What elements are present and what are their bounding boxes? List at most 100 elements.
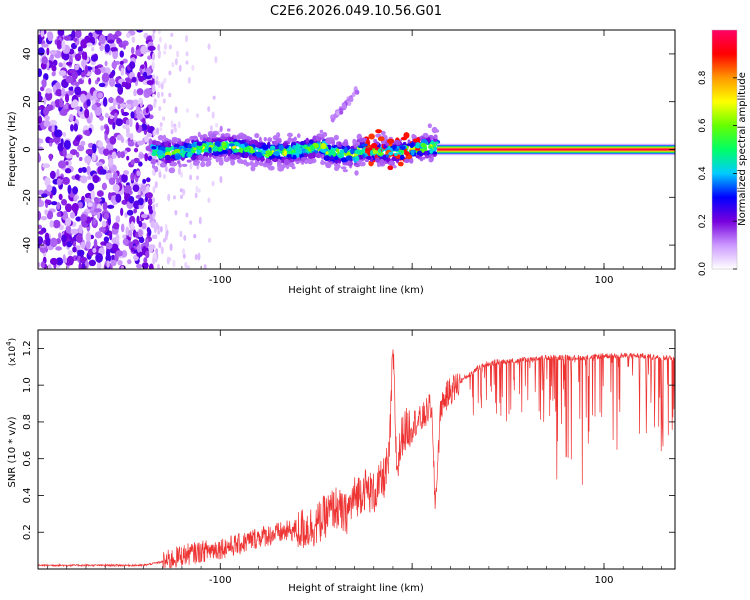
snr-y-tick-label: 1.0 (22, 377, 33, 393)
heatmap-cell (61, 210, 69, 221)
heatmap-cell (212, 150, 220, 157)
heatmap-cell (434, 129, 440, 133)
heatmap-cell (178, 146, 183, 150)
heatmap-cell (107, 39, 115, 44)
snr-background (38, 330, 675, 569)
heatmap-cell (339, 149, 344, 155)
heatmap-cell (256, 157, 261, 162)
heatmap-cell (38, 142, 41, 147)
heatmap-cell (375, 129, 382, 134)
heatmap-cell (215, 122, 219, 128)
heatmap-cell (117, 104, 121, 110)
heatmap-cell (38, 94, 43, 102)
heatmap-cell (186, 159, 192, 163)
heatmap-cell (67, 184, 72, 195)
snr-y-tick-label: 0.8 (22, 414, 33, 430)
heatmap-cell (217, 146, 223, 150)
heatmap-cell (129, 215, 136, 225)
heatmap-cell (108, 192, 112, 201)
heatmap-cell (254, 132, 260, 139)
heatmap-cell (88, 259, 97, 267)
heatmap-cell (51, 71, 56, 77)
heatmap-cell (172, 195, 176, 200)
heatmap-cell (152, 85, 156, 92)
heatmap-cell (129, 132, 134, 141)
snr-plot-area (38, 349, 675, 569)
heatmap-cell (137, 140, 145, 146)
heatmap-cell (412, 138, 420, 143)
heatmap-cell (152, 93, 156, 98)
heatmap-cell (179, 230, 183, 238)
heatmap-cell (87, 175, 92, 180)
heatmap-cell (119, 50, 125, 58)
heatmap-cell (50, 201, 58, 206)
heatmap-cell (219, 125, 223, 133)
heatmap-cell (61, 198, 68, 206)
heatmap-cell (38, 210, 42, 221)
heatmap-cell (269, 145, 276, 151)
heatmap-cell (160, 83, 164, 90)
heatmap-cell (249, 149, 256, 154)
heatmap-cell (52, 219, 61, 229)
heatmap-cell (111, 61, 117, 69)
heatmap-cell (84, 155, 92, 164)
heatmap-cell (247, 137, 253, 141)
heatmap-cell (40, 215, 48, 221)
heatmap-cell (133, 208, 138, 214)
heatmap-cell (271, 158, 279, 162)
heatmap-cell (157, 43, 161, 52)
heatmap-cell (125, 32, 131, 39)
heatmap-cell (340, 166, 347, 170)
heatmap-cell (415, 154, 421, 159)
heatmap-cell (164, 165, 168, 172)
heatmap-cell (81, 262, 86, 269)
heatmap-cell (182, 188, 186, 196)
heatmap-cell (52, 84, 57, 94)
heatmap-cell (190, 143, 198, 148)
heatmap-cell (115, 233, 120, 242)
heatmap-cell (282, 142, 289, 147)
heatmap-cell (126, 209, 134, 216)
heatmap-cell (56, 169, 60, 177)
heatmap-cell (424, 155, 430, 159)
heatmap-cell (46, 47, 50, 56)
heatmap-x-axis: -100 100 (47, 30, 662, 286)
heatmap-cell (185, 108, 189, 114)
heatmap-cell (92, 247, 97, 254)
heatmap-cell (150, 220, 156, 229)
heatmap-cell (95, 161, 103, 167)
heatmap-cell (142, 178, 147, 184)
heatmap-x-label: Height of straight line (km) (288, 285, 424, 296)
heatmap-cell (240, 143, 245, 149)
heatmap-cell (176, 50, 180, 58)
heatmap-cell (112, 121, 116, 130)
heatmap-cell (263, 136, 267, 142)
heatmap-cell (168, 167, 176, 174)
heatmap-cell (38, 137, 42, 144)
heatmap-y-tick-label: 20 (22, 95, 33, 108)
heatmap-cell (91, 46, 95, 52)
heatmap-cell (85, 148, 94, 155)
heatmap-cell (405, 151, 409, 157)
heatmap-cell (335, 148, 340, 153)
heatmap-cell (38, 115, 43, 124)
heatmap-cell (152, 203, 156, 212)
heatmap-cell (340, 157, 348, 163)
heatmap-cell (130, 172, 135, 181)
heatmap-cell (99, 44, 104, 51)
heatmap-cell (104, 112, 109, 118)
heatmap-cell (178, 64, 182, 72)
heatmap-panel: -100 100 -40 -20 0 20 40 Height of straight l… (7, 29, 676, 296)
heatmap-cell (58, 62, 63, 68)
heatmap-cell (138, 204, 144, 210)
heatmap-cell (49, 119, 57, 127)
heatmap-cell (427, 123, 432, 129)
heatmap-cell (152, 234, 156, 240)
heatmap-cell (91, 66, 96, 73)
heatmap-cell (181, 163, 188, 167)
heatmap-cell (89, 36, 95, 43)
heatmap-cell (276, 156, 283, 160)
heatmap-cell (137, 71, 141, 79)
heatmap-cell (240, 133, 248, 140)
heatmap-cell (63, 35, 72, 41)
